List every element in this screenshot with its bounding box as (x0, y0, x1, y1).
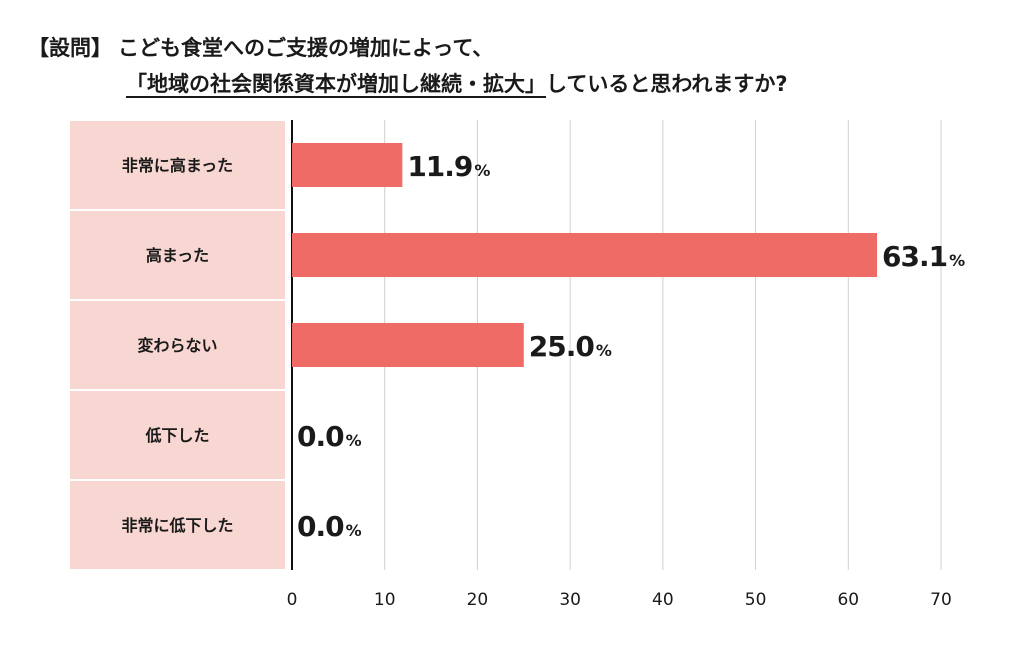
x-tick-label: 50 (745, 590, 767, 610)
x-tick-label: 40 (652, 590, 674, 610)
bar-value-unit: % (346, 431, 362, 450)
bar (292, 143, 403, 187)
title-text-2: していると思われますか? (546, 72, 788, 96)
x-tick-label: 20 (467, 590, 489, 610)
bar-value-label: 25.0% (529, 330, 612, 363)
bar-value-unit: % (596, 341, 612, 360)
category-band (70, 481, 285, 569)
bar-value-unit: % (474, 161, 490, 180)
title-quoted-phrase: 「地域の社会関係資本が増加し継続・拡大」 (126, 72, 546, 96)
category-band (70, 391, 285, 479)
category-label: 低下した (144, 426, 209, 445)
category-band (70, 121, 285, 209)
bar-value-label: 11.9% (407, 150, 490, 183)
bar-value-unit: % (949, 251, 965, 270)
category-label: 高まった (146, 246, 209, 265)
x-tick-label: 70 (930, 590, 952, 610)
bar-value-label: 63.1% (882, 240, 965, 273)
title-text-1: こども食堂へのご支援の増加によって、 (118, 36, 494, 60)
bar (292, 323, 524, 367)
title-line-1: 【設問】 こども食堂へのご支援の増加によって、 (28, 30, 1008, 66)
title-line-2: 「地域の社会関係資本が増加し継続・拡大」 していると思われますか? (28, 66, 1008, 102)
category-label: 非常に低下した (121, 516, 233, 535)
chart-title: 【設問】 こども食堂へのご支援の増加によって、 「地域の社会関係資本が増加し継続… (28, 30, 1008, 102)
bar (292, 233, 878, 277)
category-label: 非常に高まった (122, 156, 233, 175)
category-band (70, 211, 285, 299)
x-tick-label: 30 (559, 590, 581, 610)
x-tick-label: 0 (287, 590, 298, 610)
category-band (70, 301, 285, 389)
category-label: 変わらない (137, 336, 217, 355)
x-tick-label: 10 (374, 590, 396, 610)
x-tick-label: 60 (837, 590, 859, 610)
bar-value-unit: % (346, 521, 362, 540)
bar-value-label: 0.0% (297, 510, 362, 543)
title-prefix: 【設問】 (28, 36, 112, 60)
bar-value-label: 0.0% (297, 420, 362, 453)
